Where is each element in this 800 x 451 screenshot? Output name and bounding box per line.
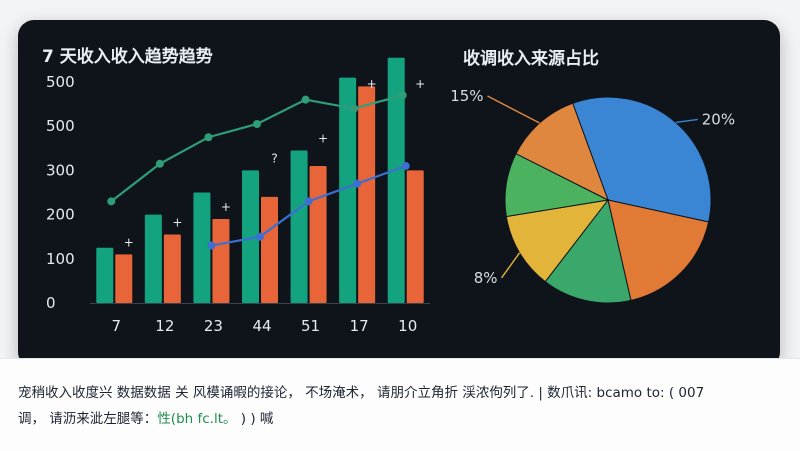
- pie-leader-line: [675, 118, 698, 124]
- bar-marker: +: [124, 235, 134, 249]
- line-point: [401, 161, 410, 170]
- y-tick-label: 500: [46, 73, 75, 91]
- pie-slice: [544, 198, 632, 304]
- y-tick-label: 200: [46, 206, 75, 224]
- pie-slice: [572, 96, 712, 223]
- y-tick-label: 0: [46, 294, 56, 312]
- x-tick-label: 51: [301, 317, 320, 335]
- line-point: [304, 197, 313, 206]
- x-tick-label: 12: [155, 317, 174, 335]
- caption-line-2-highlight: 性(bh fc.lt。: [157, 411, 237, 427]
- bar-series-2: [115, 254, 133, 303]
- bar-marker: +: [318, 132, 328, 146]
- bar-marker: +: [221, 200, 231, 214]
- caption-line-2: 调， 请沥来泚左腿等：性(bh fc.lt。 ) ) 喊: [18, 407, 273, 427]
- pie-leader-line: [501, 252, 521, 279]
- caption-line-1: 宠稍收入收度兴 数据数据 关 风模诵暇的接论， 不场淹术， 请朋介立角折 渓浓佝…: [18, 385, 705, 401]
- charts-canvas: 0 100 200 300 500 500 + + +? + + +7 12 23 44 51 17 10 20%…: [46, 57, 735, 335]
- caption-panel: 宠稍收入收度兴 数据数据 关 风模诵暇的接论， 不场淹术， 请朋介立角折 渓浓佝…: [0, 358, 800, 451]
- bar-series-1: [144, 214, 162, 303]
- line-point: [207, 241, 216, 250]
- bar-series-1: [242, 170, 259, 303]
- dashboard-card: 7 天收入收入趋势趋势 收调收入来源占比 0 100 200 300 500 500 + + +…: [18, 20, 780, 368]
- bar-series-1: [290, 150, 308, 303]
- line-point: [398, 91, 407, 100]
- bar-marker: +: [367, 77, 377, 91]
- bar-marker: ?: [271, 151, 277, 165]
- pie-label: 15%: [450, 87, 483, 105]
- line-point: [155, 159, 164, 168]
- y-tick-label: 300: [46, 161, 75, 179]
- bar-series-2: [163, 234, 181, 303]
- line-point: [107, 197, 116, 206]
- y-tick-label: 500: [46, 117, 75, 135]
- line-point: [253, 119, 261, 128]
- x-tick-label: 23: [204, 317, 223, 335]
- bar-chart: 0 100 200 300 500 500 + + +? + + +7 12 23 44 51 17 10: [46, 57, 430, 335]
- x-tick-label: 10: [398, 317, 417, 335]
- line-point: [350, 104, 359, 113]
- bar-chart-title: 7 天收入收入趋势趋势: [42, 47, 213, 67]
- x-tick-label: 7: [112, 317, 122, 335]
- bar-series-2: [406, 170, 424, 303]
- pie-label: 20%: [702, 110, 735, 128]
- caption-line-2-suffix: ) ) 喊: [236, 411, 274, 427]
- bar-series-1: [339, 77, 357, 303]
- bar-marker: +: [172, 215, 182, 229]
- bar-series-1: [96, 247, 114, 303]
- bar-series-2: [358, 86, 376, 303]
- pie-chart: 20% 8% 15%: [450, 87, 735, 304]
- bar-marker: +: [415, 77, 425, 91]
- pie-slice: [607, 199, 710, 302]
- y-tick-label: 100: [46, 250, 75, 268]
- x-tick-label: 44: [252, 317, 271, 335]
- bar-series-1: [387, 57, 405, 303]
- line-point: [301, 95, 310, 104]
- line-series-2: [211, 164, 407, 247]
- x-tick-label: 17: [350, 317, 369, 335]
- bar-series-2: [212, 219, 230, 303]
- caption-line-2-prefix: 调， 请沥来泚左腿等：: [18, 411, 158, 427]
- bar-series-2: [261, 196, 278, 303]
- pie-leader-line: [487, 95, 540, 124]
- line-point: [353, 179, 362, 188]
- bar-series-1: [193, 192, 211, 303]
- bar-series-2: [309, 165, 327, 303]
- line-point: [204, 133, 213, 142]
- pie-label: 8%: [474, 269, 498, 287]
- line-point: [256, 232, 264, 241]
- pie-chart-title: 收调收入来源占比: [463, 49, 599, 69]
